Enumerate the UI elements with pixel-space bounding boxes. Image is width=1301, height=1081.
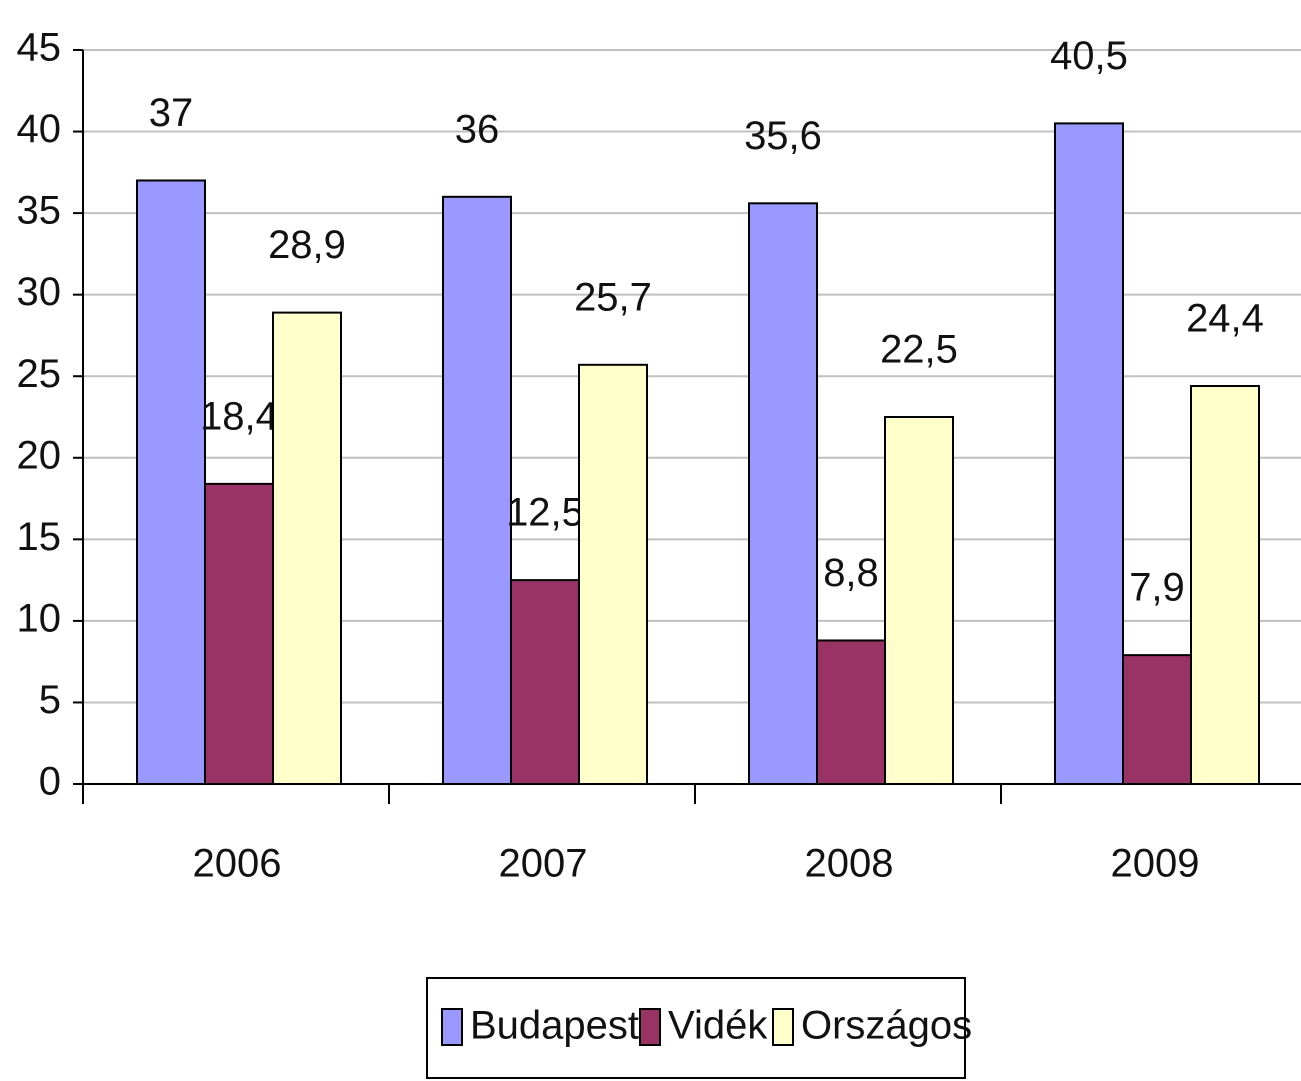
data-label: 8,8 [823, 551, 879, 595]
data-label: 28,9 [268, 223, 346, 267]
x-tick-label: 2008 [805, 842, 894, 886]
y-tick-label: 25 [17, 352, 62, 396]
bar [272, 311, 342, 785]
legend-swatch [772, 1008, 794, 1046]
bar [442, 195, 512, 786]
bar [578, 363, 648, 785]
bar [1122, 654, 1192, 785]
y-tick-label: 20 [17, 433, 62, 477]
data-label: 12,5 [506, 491, 584, 535]
bar [816, 639, 886, 785]
y-tick-label: 10 [17, 596, 62, 640]
legend-box [426, 977, 966, 1079]
data-label: 18,4 [200, 394, 278, 438]
data-label: 36 [455, 107, 500, 151]
y-tick-label: 40 [17, 107, 62, 151]
legend-label: Budapest [470, 1004, 639, 1048]
bar [1190, 385, 1260, 785]
x-tick-label: 2009 [1111, 842, 1200, 886]
data-label: 25,7 [574, 275, 652, 319]
bar [748, 202, 818, 785]
y-tick-label: 0 [39, 760, 61, 804]
bar [884, 416, 954, 785]
y-tick-label: 15 [17, 515, 62, 559]
y-tick-label: 5 [39, 678, 61, 722]
data-label: 7,9 [1129, 566, 1185, 610]
y-tick-label: 30 [17, 270, 62, 314]
legend-swatch [441, 1008, 463, 1046]
data-label: 40,5 [1050, 34, 1128, 78]
data-label: 37 [149, 91, 194, 135]
legend-label: Országos [801, 1004, 972, 1048]
data-label: 35,6 [744, 114, 822, 158]
legend-label: Vidék [668, 1004, 768, 1048]
data-label: 22,5 [880, 328, 958, 372]
x-tick-label: 2006 [193, 842, 282, 886]
bar [510, 579, 580, 785]
bar [1054, 122, 1124, 785]
data-label: 24,4 [1186, 297, 1264, 341]
y-tick-label: 45 [17, 26, 62, 70]
x-tick-label: 2007 [499, 842, 588, 886]
y-tick-label: 35 [17, 189, 62, 233]
legend-swatch [639, 1008, 661, 1046]
bar [136, 179, 206, 785]
bar [204, 482, 274, 785]
